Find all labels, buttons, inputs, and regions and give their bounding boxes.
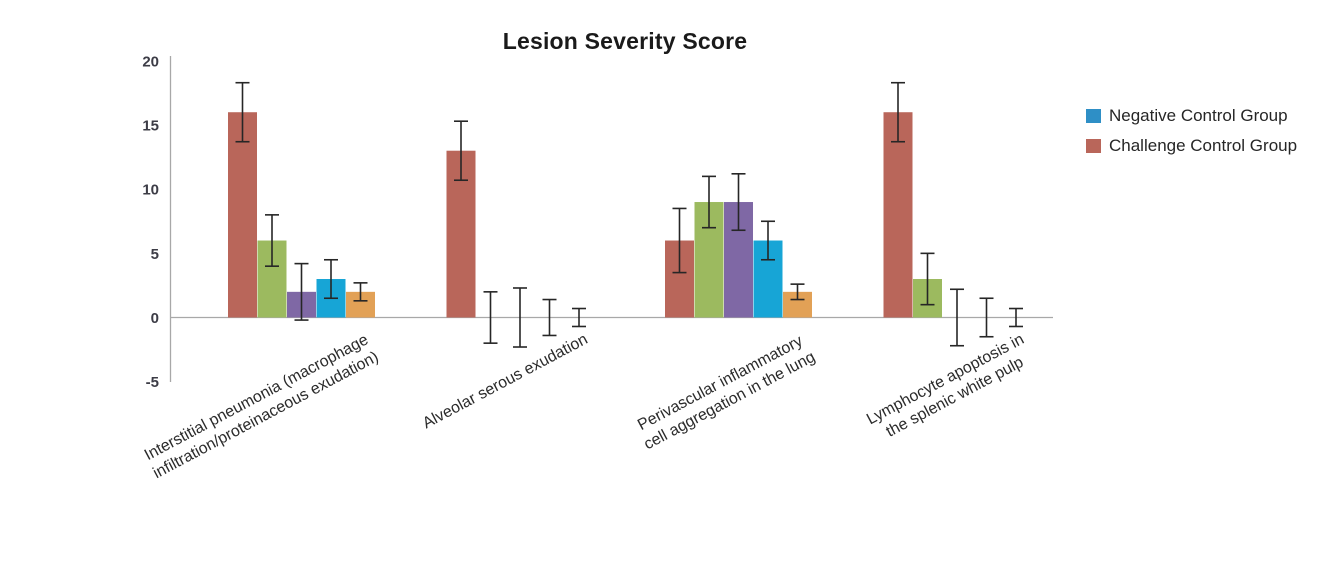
legend-swatch-negative-control-group bbox=[1086, 109, 1101, 123]
y-tick-label: 15 bbox=[142, 118, 159, 135]
chart-title: Lesion Severity Score bbox=[502, 28, 748, 54]
bar bbox=[228, 112, 257, 318]
y-tick-label: -5 bbox=[146, 374, 159, 391]
legend-item-negative-control-group: Negative Control Group bbox=[1086, 101, 1297, 131]
legend: Negative Control Group Challenge Control… bbox=[1086, 101, 1297, 161]
y-tick-label: 5 bbox=[151, 246, 159, 263]
y-tick-label: 0 bbox=[151, 310, 159, 327]
legend-swatch-challenge-control-group bbox=[1086, 139, 1101, 153]
y-tick-label: 10 bbox=[142, 182, 159, 199]
legend-label-challenge-control-group: Challenge Control Group bbox=[1109, 136, 1298, 155]
y-tick-label: 20 bbox=[142, 53, 159, 70]
legend-label-negative-control-group: Negative Control Group bbox=[1109, 106, 1288, 125]
legend-item-challenge-control-group: Challenge Control Group bbox=[1086, 131, 1297, 161]
bar bbox=[883, 112, 913, 318]
